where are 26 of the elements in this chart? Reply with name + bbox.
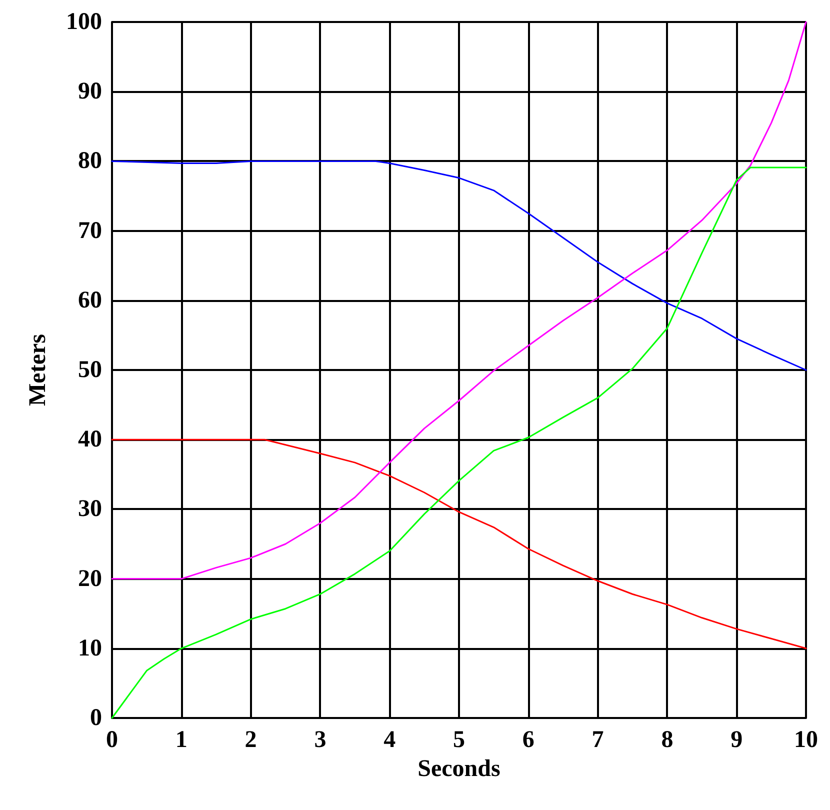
- y-tick-label: 90: [78, 78, 102, 105]
- x-tick-label: 9: [730, 727, 743, 753]
- y-tick-label: 50: [78, 357, 102, 383]
- x-axis-title: Seconds: [418, 756, 500, 782]
- y-tick-label: 0: [90, 705, 102, 731]
- x-tick-label: 5: [453, 727, 465, 753]
- x-tick-label: 8: [661, 727, 674, 753]
- y-tick-label: 70: [78, 218, 102, 244]
- y-tick-label: 30: [78, 496, 102, 522]
- x-tick-label: 2: [244, 727, 257, 753]
- x-tick-label: 0: [106, 727, 118, 753]
- x-tick-label: 7: [592, 727, 604, 753]
- x-tick-label: 10: [794, 727, 818, 753]
- y-tick-label: 100: [66, 9, 102, 35]
- line-series: [111, 160, 807, 371]
- x-tick-label: 4: [384, 727, 396, 753]
- y-tick-label: 80: [78, 148, 102, 174]
- x-tick-label: 6: [522, 727, 534, 753]
- y-tick-label: 10: [78, 635, 102, 662]
- y-tick-label: 20: [78, 566, 102, 592]
- x-tick-label: 1: [175, 727, 188, 753]
- y-tick-label: 40: [78, 426, 102, 453]
- y-axis-title: Meters: [25, 334, 51, 406]
- line-series: [111, 438, 807, 650]
- y-tick-label: 60: [78, 287, 102, 314]
- x-tick-label: 3: [314, 727, 326, 753]
